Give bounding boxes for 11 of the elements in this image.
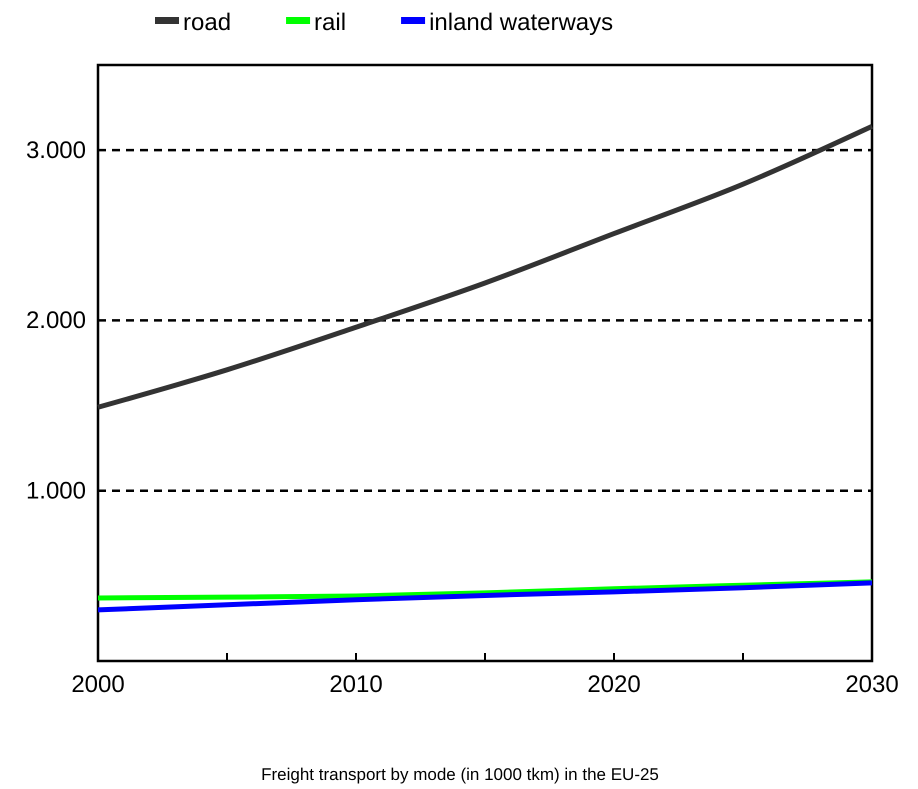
x-tick-label: 2000	[71, 671, 125, 698]
y-tick-label: 2.000	[26, 307, 86, 334]
legend-label: rail	[314, 9, 346, 36]
text: Freight transport by mode (in 1000 tkm) in the EU-25	[261, 765, 659, 784]
x-tick-label: 2030	[845, 671, 899, 698]
x-tick-label: 2010	[329, 671, 383, 698]
x-tick-label: 2020	[587, 671, 641, 698]
legend-label: inland waterways	[429, 9, 614, 36]
y-tick-label: 1.000	[26, 477, 86, 504]
legend-label: road	[183, 9, 232, 36]
y-tick-label: 3.000	[26, 136, 86, 164]
